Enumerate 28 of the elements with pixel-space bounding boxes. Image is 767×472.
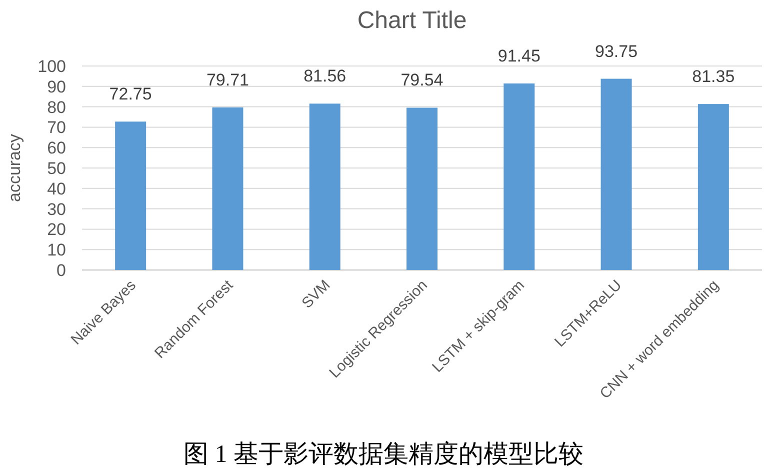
data-label: 79.54 xyxy=(400,70,444,90)
bar xyxy=(600,78,632,270)
bar xyxy=(504,83,535,270)
bar xyxy=(309,104,340,270)
y-tick-label: 30 xyxy=(47,200,66,219)
y-tick-label: 40 xyxy=(47,179,66,198)
data-label: 72.75 xyxy=(109,84,152,104)
bar xyxy=(212,107,244,270)
y-tick-label: 60 xyxy=(47,138,66,158)
y-tick-label: 20 xyxy=(47,220,66,240)
data-label: 79.71 xyxy=(206,70,249,90)
bar xyxy=(698,104,729,270)
y-tick-label: 100 xyxy=(38,57,66,76)
y-tick-label: 80 xyxy=(47,98,66,117)
y-tick-label: 70 xyxy=(47,118,66,138)
data-label: 93.75 xyxy=(595,42,638,61)
data-label: 91.45 xyxy=(498,46,540,66)
data-label: 81.35 xyxy=(692,67,735,86)
y-tick-label: 10 xyxy=(47,240,66,260)
data-label: 81.56 xyxy=(304,66,346,86)
y-axis-title: accuracy xyxy=(5,133,24,202)
bar xyxy=(406,108,438,270)
y-tick-label: 0 xyxy=(56,261,66,280)
bar xyxy=(115,122,146,270)
caption: 图 1 基于影评数据集精度的模型比较 xyxy=(184,440,584,468)
y-tick-label: 90 xyxy=(47,77,66,96)
chart-title: Chart Title xyxy=(357,7,467,34)
y-tick-label: 50 xyxy=(47,159,66,178)
